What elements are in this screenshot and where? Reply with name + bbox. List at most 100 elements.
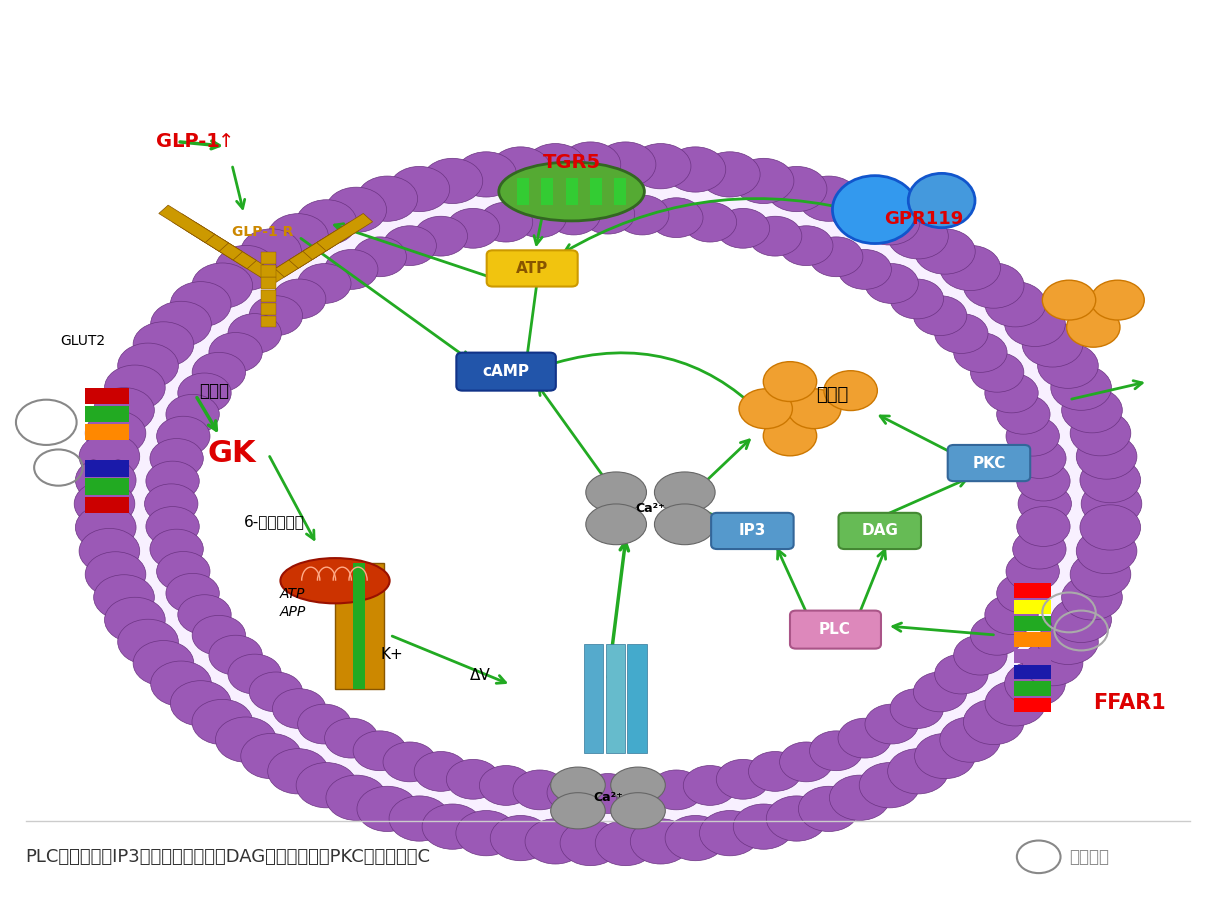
- Circle shape: [561, 142, 620, 187]
- Circle shape: [326, 187, 387, 232]
- Circle shape: [227, 654, 281, 694]
- Circle shape: [596, 821, 655, 865]
- Circle shape: [985, 595, 1038, 635]
- Circle shape: [268, 749, 328, 794]
- Bar: [590, 178, 602, 205]
- Circle shape: [249, 672, 303, 712]
- Circle shape: [940, 245, 1001, 291]
- Circle shape: [1023, 640, 1083, 686]
- Circle shape: [192, 263, 253, 308]
- Circle shape: [699, 152, 760, 197]
- Circle shape: [985, 373, 1038, 413]
- Circle shape: [150, 439, 203, 479]
- FancyBboxPatch shape: [947, 445, 1030, 481]
- Text: APP: APP: [280, 606, 305, 619]
- Circle shape: [151, 661, 212, 706]
- Bar: [1014, 665, 1051, 679]
- Circle shape: [1017, 507, 1070, 547]
- Circle shape: [215, 245, 276, 291]
- Text: GLP-1: GLP-1: [156, 133, 220, 152]
- Circle shape: [1006, 416, 1059, 456]
- FancyBboxPatch shape: [486, 251, 578, 287]
- Bar: [159, 205, 214, 242]
- Circle shape: [779, 226, 833, 266]
- Circle shape: [985, 681, 1046, 726]
- Ellipse shape: [551, 793, 606, 829]
- Text: ATP: ATP: [516, 261, 547, 276]
- Circle shape: [1081, 481, 1142, 527]
- Circle shape: [241, 229, 302, 274]
- Text: ATP: ATP: [280, 587, 305, 601]
- Bar: [85, 497, 129, 513]
- Circle shape: [1004, 301, 1065, 347]
- Circle shape: [596, 142, 655, 187]
- Bar: [261, 249, 317, 286]
- Bar: [187, 222, 242, 260]
- Circle shape: [326, 775, 387, 821]
- Circle shape: [513, 198, 567, 238]
- Circle shape: [209, 636, 263, 675]
- Circle shape: [525, 819, 586, 864]
- Bar: [336, 563, 383, 689]
- Circle shape: [699, 811, 760, 856]
- Circle shape: [525, 143, 586, 189]
- Circle shape: [764, 416, 817, 456]
- Bar: [1014, 600, 1051, 614]
- Text: GK: GK: [208, 439, 257, 469]
- Circle shape: [985, 281, 1046, 327]
- Circle shape: [799, 786, 858, 832]
- Circle shape: [547, 773, 601, 813]
- Circle shape: [733, 804, 794, 849]
- Circle shape: [1013, 529, 1066, 569]
- Circle shape: [824, 370, 877, 410]
- Circle shape: [383, 226, 437, 266]
- Bar: [1014, 681, 1051, 696]
- Circle shape: [150, 529, 203, 569]
- Circle shape: [766, 796, 827, 841]
- Circle shape: [415, 752, 467, 792]
- Circle shape: [298, 263, 351, 303]
- Circle shape: [479, 765, 533, 805]
- Circle shape: [446, 208, 500, 248]
- Text: IP3: IP3: [738, 523, 766, 538]
- Ellipse shape: [178, 219, 1038, 789]
- Circle shape: [1080, 505, 1141, 550]
- Ellipse shape: [654, 504, 715, 545]
- Circle shape: [479, 202, 533, 242]
- Circle shape: [1042, 281, 1096, 320]
- Circle shape: [325, 250, 378, 290]
- Circle shape: [838, 250, 891, 290]
- Circle shape: [118, 619, 179, 665]
- Circle shape: [829, 187, 890, 232]
- Circle shape: [1070, 552, 1131, 597]
- Bar: [614, 178, 626, 205]
- Text: ↑: ↑: [218, 133, 233, 152]
- Circle shape: [415, 216, 467, 256]
- Circle shape: [358, 786, 417, 832]
- Circle shape: [630, 143, 691, 189]
- Ellipse shape: [610, 767, 665, 804]
- Text: 6-磷酸葡萄糖: 6-磷酸葡萄糖: [244, 515, 305, 529]
- Circle shape: [490, 147, 551, 192]
- Bar: [85, 442, 129, 459]
- Circle shape: [1037, 619, 1098, 665]
- Circle shape: [75, 505, 136, 550]
- Ellipse shape: [281, 558, 389, 603]
- Circle shape: [192, 699, 253, 745]
- Circle shape: [268, 213, 328, 259]
- Text: GLP-1 R: GLP-1 R: [231, 225, 293, 239]
- Text: PLC: PLC: [818, 622, 851, 637]
- Circle shape: [963, 699, 1024, 745]
- Bar: [1014, 632, 1051, 646]
- Circle shape: [456, 152, 517, 197]
- Circle shape: [733, 158, 794, 203]
- Circle shape: [914, 734, 975, 779]
- Circle shape: [170, 681, 231, 726]
- Circle shape: [157, 416, 210, 456]
- Circle shape: [178, 595, 231, 635]
- Circle shape: [970, 352, 1024, 392]
- Bar: [289, 231, 344, 269]
- Circle shape: [192, 616, 246, 656]
- Circle shape: [446, 759, 500, 799]
- Circle shape: [1051, 365, 1111, 410]
